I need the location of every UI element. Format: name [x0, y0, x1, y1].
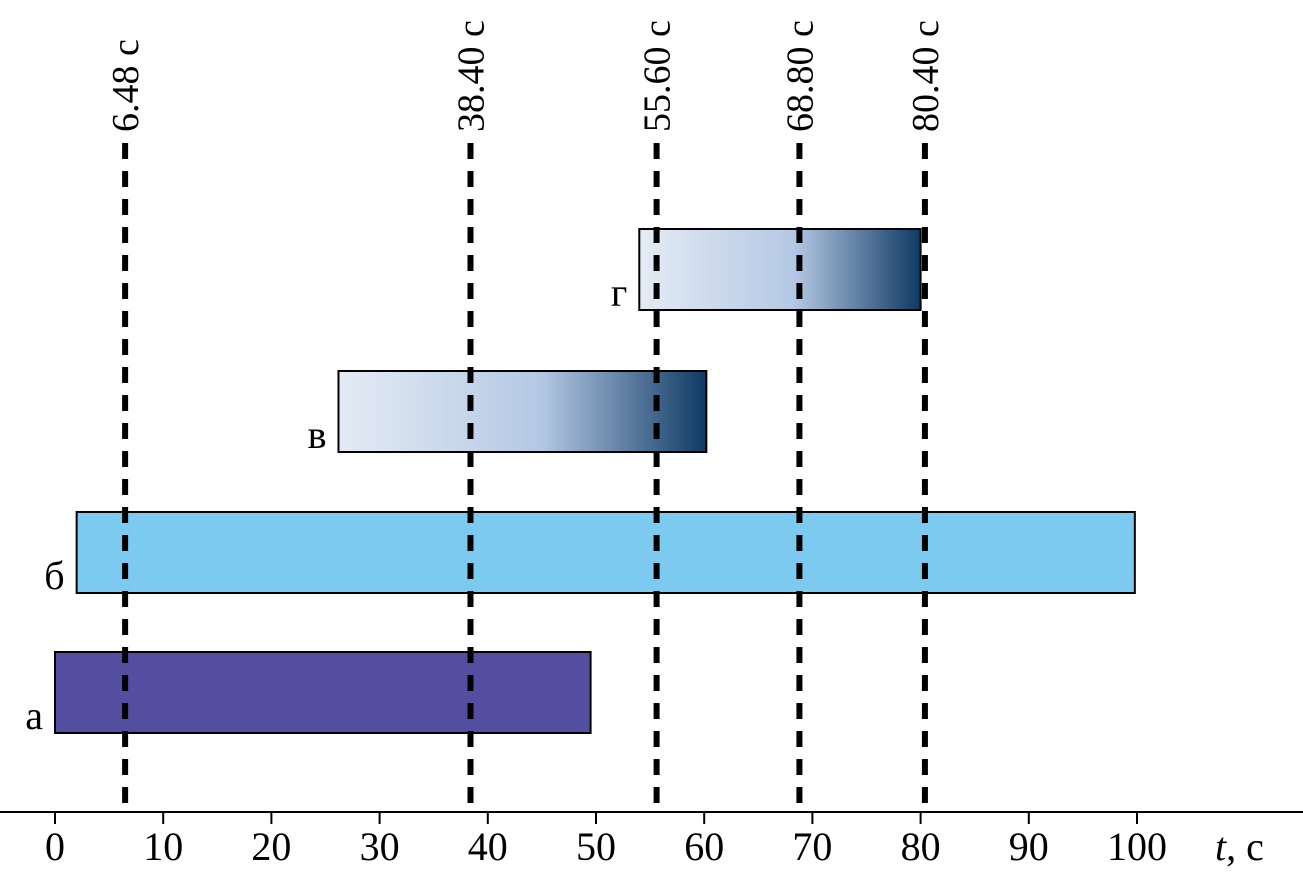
- bar-3: [337, 370, 708, 453]
- bar-label-4: г: [611, 270, 627, 315]
- x-tick-label-50: 50: [576, 824, 616, 869]
- x-tick-label-10: 10: [143, 824, 183, 869]
- x-tick-label-90: 90: [1009, 824, 1049, 869]
- x-tick-label-80: 80: [901, 824, 941, 869]
- bar-4: [638, 228, 922, 311]
- bar-1: [54, 651, 592, 734]
- bar-2: [75, 511, 1136, 594]
- x-tick-label-20: 20: [251, 824, 291, 869]
- x-tick-label-70: 70: [792, 824, 832, 869]
- markers-layer: 6.48 с 38.40 с 55.60 с 68.80 с 80.40 с: [105, 20, 947, 804]
- marker-label-1: 6.48 с: [105, 39, 147, 132]
- x-tick-label-0: 0: [45, 824, 65, 869]
- x-axis: 0 10 20 30 40 50 60 70 80 90 100: [0, 811, 1303, 869]
- bar-label-3: в: [308, 412, 327, 457]
- x-tick-label-60: 60: [684, 824, 724, 869]
- bar-label-2: б: [44, 553, 64, 598]
- x-tick-label-100: 100: [1107, 824, 1167, 869]
- marker-label-2: 38.40 с: [450, 20, 492, 132]
- marker-label-5: 80.40 с: [905, 20, 947, 132]
- x-tick-label-30: 30: [360, 824, 400, 869]
- bars-layer: а б в г: [25, 228, 1136, 738]
- marker-label-4: 68.80 с: [779, 20, 821, 132]
- bar-label-1: а: [25, 693, 43, 738]
- marker-label-3: 55.60 с: [637, 20, 679, 132]
- x-tick-label-40: 40: [468, 824, 508, 869]
- x-axis-label: t, с: [1215, 824, 1264, 869]
